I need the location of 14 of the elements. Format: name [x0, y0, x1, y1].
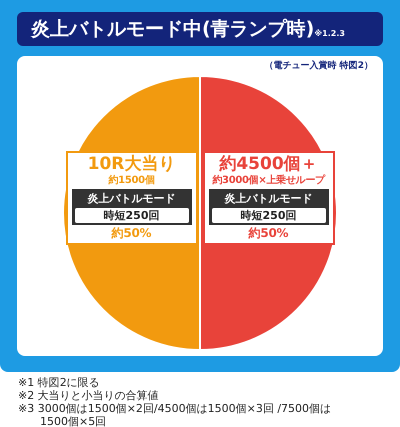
- slice-label: 約4500個＋: [218, 154, 319, 174]
- text: 炎上バトルモード: [224, 192, 312, 205]
- data-label: 約50%: [247, 226, 290, 240]
- text: 時短250回: [104, 209, 160, 222]
- chart-subtitle: （電チュー入賞時 特図2）: [264, 59, 373, 72]
- text: 約1500個: [108, 175, 155, 186]
- slice-label: 10R大当り: [86, 154, 176, 174]
- text: ※1 特図2に限る: [18, 376, 101, 389]
- text: 時短250回: [240, 209, 296, 222]
- text: 約3000個×上乗せループ: [212, 175, 325, 186]
- text: 炎上バトルモード: [88, 192, 176, 205]
- data-label: 約50%: [110, 226, 152, 240]
- text: ※3 3000個は1500個×2回/4500個は1500個×3回 /7500個は1500個×5回: [18, 402, 332, 427]
- text: ※2 大当りと小当りの合算値: [18, 389, 160, 402]
